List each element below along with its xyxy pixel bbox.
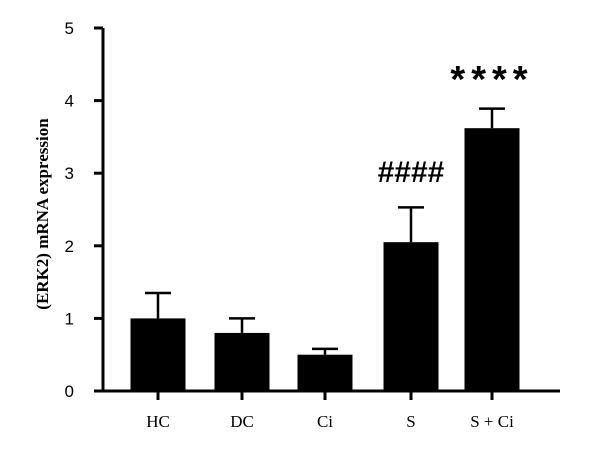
significance-marker-s: #### bbox=[378, 156, 445, 189]
x-tick-label-ci: Ci bbox=[317, 412, 333, 431]
bar-ci bbox=[297, 354, 353, 391]
bar-hc bbox=[130, 318, 186, 391]
x-tick-label-s: S bbox=[406, 412, 415, 431]
y-tick-label-0: 0 bbox=[65, 382, 74, 401]
y-tick-label-3: 3 bbox=[65, 164, 74, 183]
bar-s-ci bbox=[464, 128, 520, 392]
x-tick-label-s-ci: S + Ci bbox=[470, 412, 514, 431]
y-axis-label: (ERK2) mRNA expression bbox=[33, 118, 52, 310]
y-tick-label-5: 5 bbox=[65, 19, 74, 38]
bar-s bbox=[383, 242, 439, 391]
significance-marker-s-ci: **** bbox=[450, 59, 533, 101]
y-tick-label-2: 2 bbox=[65, 237, 74, 256]
y-tick-label-4: 4 bbox=[65, 92, 74, 111]
x-tick-label-hc: HC bbox=[146, 412, 170, 431]
x-tick-label-dc: DC bbox=[230, 412, 254, 431]
bar-dc bbox=[214, 332, 270, 391]
y-tick-label-1: 1 bbox=[65, 309, 74, 328]
